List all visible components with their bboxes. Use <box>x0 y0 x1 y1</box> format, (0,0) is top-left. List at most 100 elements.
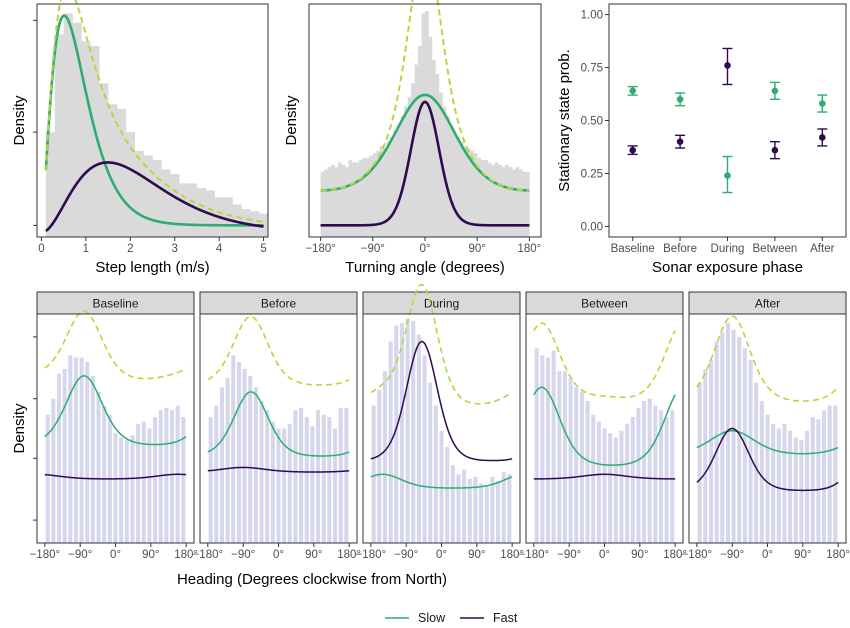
hist-bar <box>253 387 258 543</box>
slow-density-line <box>44 14 264 227</box>
facet-between: Between −180° −90° 0° 90° 180° <box>519 291 687 561</box>
hist-bar <box>477 157 481 237</box>
fast-point <box>819 134 826 141</box>
x-axis-title: Turning angle (degrees) <box>345 259 505 276</box>
hist-bar <box>411 320 416 543</box>
hist-bar <box>327 417 332 543</box>
hist-bar <box>487 162 492 237</box>
heading-xtick-label: −180° <box>356 549 387 561</box>
step-xtick-label: 3 <box>172 243 178 255</box>
hist-bar <box>143 155 153 237</box>
hist-bar <box>225 378 230 543</box>
hist-bar <box>338 162 342 237</box>
hist-bar <box>505 164 509 237</box>
hist-bar <box>515 167 520 237</box>
hist-bar <box>108 104 118 237</box>
hist-bar <box>407 97 412 237</box>
hist-bar <box>494 162 499 237</box>
hist-bar <box>788 430 793 543</box>
hist-bar <box>236 362 241 543</box>
hist-bar <box>484 485 489 543</box>
hist-bar <box>827 405 832 543</box>
hist-bar <box>647 398 652 543</box>
hist-bar <box>299 407 304 543</box>
heading-xtick-label: 180° <box>337 549 361 561</box>
turning-angle-panel: −180° −90° 0° 90° 180° Turning angle (degrees… <box>283 0 542 276</box>
hist-bar <box>304 417 309 543</box>
facet-title: Before <box>261 297 297 311</box>
hist-bar <box>341 164 346 237</box>
hist-bar <box>85 362 90 543</box>
heading-xtick-label: 90° <box>305 549 322 561</box>
hist-bar <box>670 410 675 543</box>
step-xtick-label: 5 <box>260 243 266 255</box>
heading-xtick-label: 90° <box>468 549 485 561</box>
hist-bar <box>62 368 67 543</box>
hist-bar <box>141 421 146 543</box>
heading-xtick-label: 0° <box>273 549 284 561</box>
hist-bar <box>379 146 384 237</box>
hist-bar <box>658 410 664 543</box>
hist-bar <box>320 171 325 237</box>
hist-bar <box>479 483 484 543</box>
hist-bar <box>459 141 464 237</box>
hist-bar <box>399 323 404 543</box>
hist-bar <box>608 433 613 543</box>
hist-bar <box>579 391 584 543</box>
hist-bar <box>568 378 573 543</box>
hist-bar <box>68 355 73 543</box>
heading-xtick-label: 0° <box>599 549 610 561</box>
heading-xtick-label: 0° <box>436 549 447 561</box>
hist-bar <box>452 132 457 237</box>
hist-bar <box>282 428 287 543</box>
hist-bar <box>56 373 62 543</box>
step-xtick-label: 1 <box>83 243 89 255</box>
hist-bar <box>376 150 381 237</box>
hist-bar <box>369 155 374 237</box>
hist-bar <box>816 419 821 543</box>
slow-density-line <box>696 430 839 455</box>
fast-density-line <box>320 100 530 227</box>
hist-bar <box>348 160 353 237</box>
stat-ytick-label: 0.50 <box>581 116 603 128</box>
hist-bar <box>259 401 264 543</box>
stationary-prob-panel: Baseline Before During Between After 0.00 0.25… <box>556 3 847 276</box>
hist-bar <box>152 160 162 237</box>
hist-bar <box>805 430 810 543</box>
plot-area <box>609 4 846 237</box>
hist-bar <box>613 437 618 543</box>
hist-bar <box>324 169 328 237</box>
hist-bar <box>484 160 488 237</box>
hist-bar <box>534 348 539 543</box>
facet-title: Baseline <box>92 297 138 311</box>
hist-bar <box>400 115 405 237</box>
hist-bar <box>501 167 506 237</box>
hist-bar <box>473 476 478 543</box>
facet-after: After −180° −90° 0° 90° 180° <box>682 291 850 561</box>
hist-bar <box>619 430 624 543</box>
hist-bar <box>491 164 495 237</box>
hist-bar <box>498 164 502 237</box>
heading-xtick-label: 180° <box>826 549 850 561</box>
turn-xtick-label: 0° <box>420 243 431 255</box>
hist-bar <box>574 387 579 543</box>
facet-title: During <box>424 297 459 311</box>
hist-bar <box>557 371 562 543</box>
hist-bar <box>386 141 391 237</box>
turn-xtick-label: −180° <box>305 243 336 255</box>
hist-bar <box>625 423 630 543</box>
hist-bar <box>248 375 253 543</box>
hist-bar <box>181 417 186 543</box>
hist-bar <box>470 150 475 237</box>
hist-bar <box>422 355 427 543</box>
heading-xtick-label: 180° <box>174 549 198 561</box>
hist-bar <box>372 153 377 237</box>
hist-bar <box>397 125 401 237</box>
hist-bar <box>96 391 101 543</box>
stat-ytick-label: 0.00 <box>581 221 603 233</box>
hist-bar <box>51 398 56 543</box>
step-xtick-label: 0 <box>38 243 44 255</box>
step-xtick-label: 2 <box>127 243 133 255</box>
hist-bar <box>79 357 84 543</box>
